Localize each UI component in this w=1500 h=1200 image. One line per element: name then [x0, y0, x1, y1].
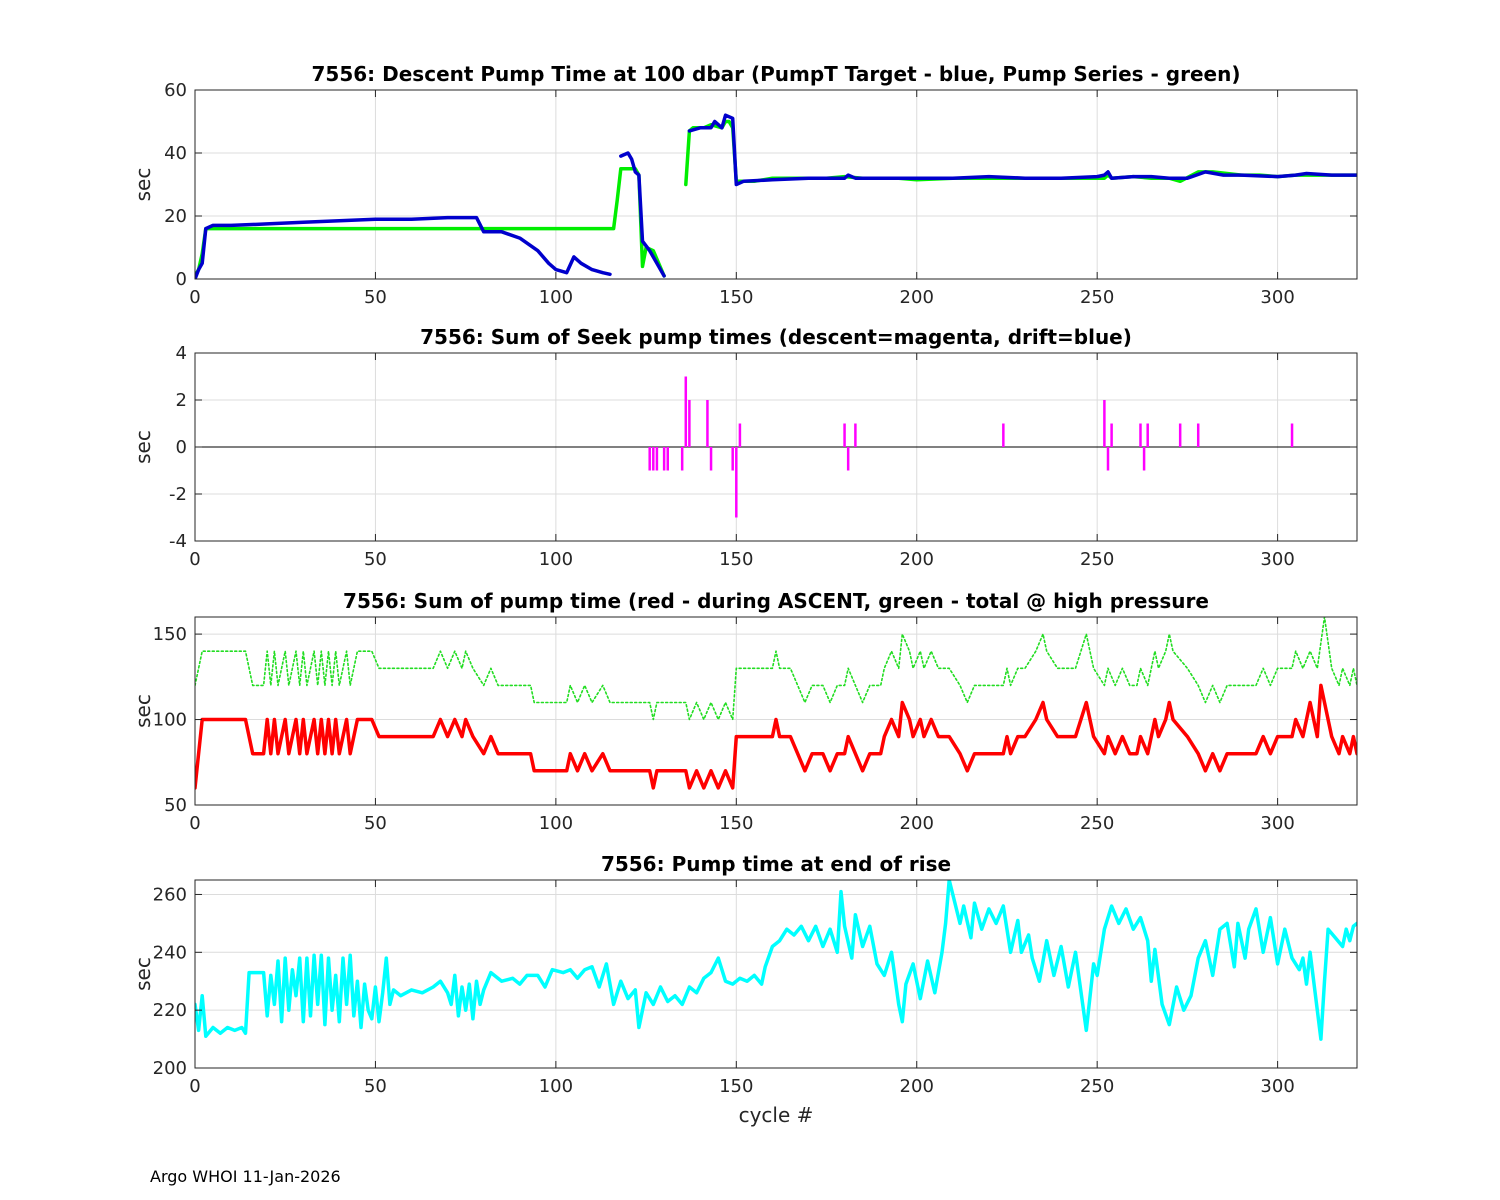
- x-axis-label: cycle #: [739, 1103, 814, 1127]
- chart-title: 7556: Sum of pump time (red - during ASC…: [343, 589, 1209, 613]
- series-line-total: [195, 617, 1357, 721]
- y-axis-label: sec: [131, 957, 155, 991]
- x-tick-label: 250: [1080, 813, 1114, 834]
- y-tick-label: 2: [176, 390, 187, 411]
- chart-title: 7556: Descent Pump Time at 100 dbar (Pum…: [312, 62, 1241, 86]
- x-tick-label: 300: [1260, 549, 1294, 570]
- x-tick-label: 100: [539, 549, 573, 570]
- series-line-pumpt_target: [195, 215, 612, 279]
- y-tick-label: 40: [164, 143, 187, 164]
- y-tick-label: 4: [176, 343, 187, 364]
- y-tick-label: -4: [169, 531, 187, 552]
- y-axis-label: sec: [131, 694, 155, 728]
- x-tick-label: 250: [1080, 1076, 1114, 1097]
- plot-area: [195, 90, 1357, 279]
- x-tick-label: 50: [364, 287, 387, 308]
- x-tick-label: 50: [364, 549, 387, 570]
- y-tick-label: 200: [153, 1058, 187, 1079]
- x-tick-label: 200: [900, 813, 934, 834]
- x-tick-label: 300: [1260, 287, 1294, 308]
- y-axis-label: sec: [131, 430, 155, 464]
- axes-box: [194, 616, 1358, 806]
- data-layer: [195, 376, 1357, 518]
- axes-box: [194, 879, 1358, 1069]
- subplot-seek-pump-times: 0 50 100 150 200 250 300 -4 -2 0 2 4 7556: Sum of Se…: [131, 325, 1358, 570]
- x-tick-label: 0: [189, 287, 200, 308]
- subplot-end-of-rise-pump-time: 0 50 100 150 200 250 300 200 220 240 260 7556: Pump…: [131, 852, 1358, 1127]
- y-tick-label: 20: [164, 206, 187, 227]
- x-tick-label: 0: [189, 1076, 200, 1097]
- x-tick-label: 0: [189, 813, 200, 834]
- x-tick-label: 150: [719, 1076, 753, 1097]
- y-tick-label: 150: [153, 624, 187, 645]
- x-tick-label: 300: [1260, 1076, 1294, 1097]
- series-line-pumpt_target: [619, 151, 666, 278]
- data-layer: [195, 113, 1357, 279]
- x-tick-label: 50: [364, 813, 387, 834]
- x-tick-label: 250: [1080, 287, 1114, 308]
- x-tick-label: 100: [539, 287, 573, 308]
- y-tick-label: 60: [164, 80, 187, 101]
- data-layer: [195, 880, 1357, 1041]
- x-tick-label: 50: [364, 1076, 387, 1097]
- x-tick-label: 100: [539, 813, 573, 834]
- subplot-descent-pump-time: 0 50 100 150 200 250 300 0 20 40 60 7556: Descent P…: [131, 62, 1358, 308]
- plot-area: [195, 617, 1357, 805]
- x-tick-label: 150: [719, 813, 753, 834]
- y-tick-label: 50: [164, 795, 187, 816]
- y-axis-label: sec: [131, 168, 155, 202]
- y-tick-label: 0: [176, 437, 187, 458]
- x-tick-label: 250: [1080, 549, 1114, 570]
- x-tick-label: 150: [719, 287, 753, 308]
- x-tick-label: 300: [1260, 813, 1294, 834]
- y-tick-label: 240: [153, 942, 187, 963]
- y-tick-label: 220: [153, 1000, 187, 1021]
- y-tick-label: 100: [153, 710, 187, 731]
- data-layer: [195, 617, 1357, 790]
- y-tick-label: -2: [169, 484, 187, 505]
- axes-box: [194, 89, 1358, 280]
- series-line-rise: [195, 880, 1357, 1041]
- x-tick-label: 200: [900, 1076, 934, 1097]
- plot-area: [195, 880, 1357, 1068]
- y-tick-label: 0: [176, 269, 187, 290]
- x-tick-label: 200: [900, 287, 934, 308]
- chart-title: 7556: Pump time at end of rise: [601, 852, 951, 876]
- x-tick-label: 200: [900, 549, 934, 570]
- x-tick-label: 150: [719, 549, 753, 570]
- footer-credit: Argo WHOI 11-Jan-2026: [150, 1167, 341, 1186]
- series-line-pumpt_target: [687, 113, 1357, 187]
- x-tick-label: 100: [539, 1076, 573, 1097]
- x-tick-label: 0: [189, 549, 200, 570]
- series-line-ascent: [195, 683, 1357, 790]
- y-tick-label: 260: [153, 884, 187, 905]
- chart-title: 7556: Sum of Seek pump times (descent=ma…: [420, 325, 1132, 349]
